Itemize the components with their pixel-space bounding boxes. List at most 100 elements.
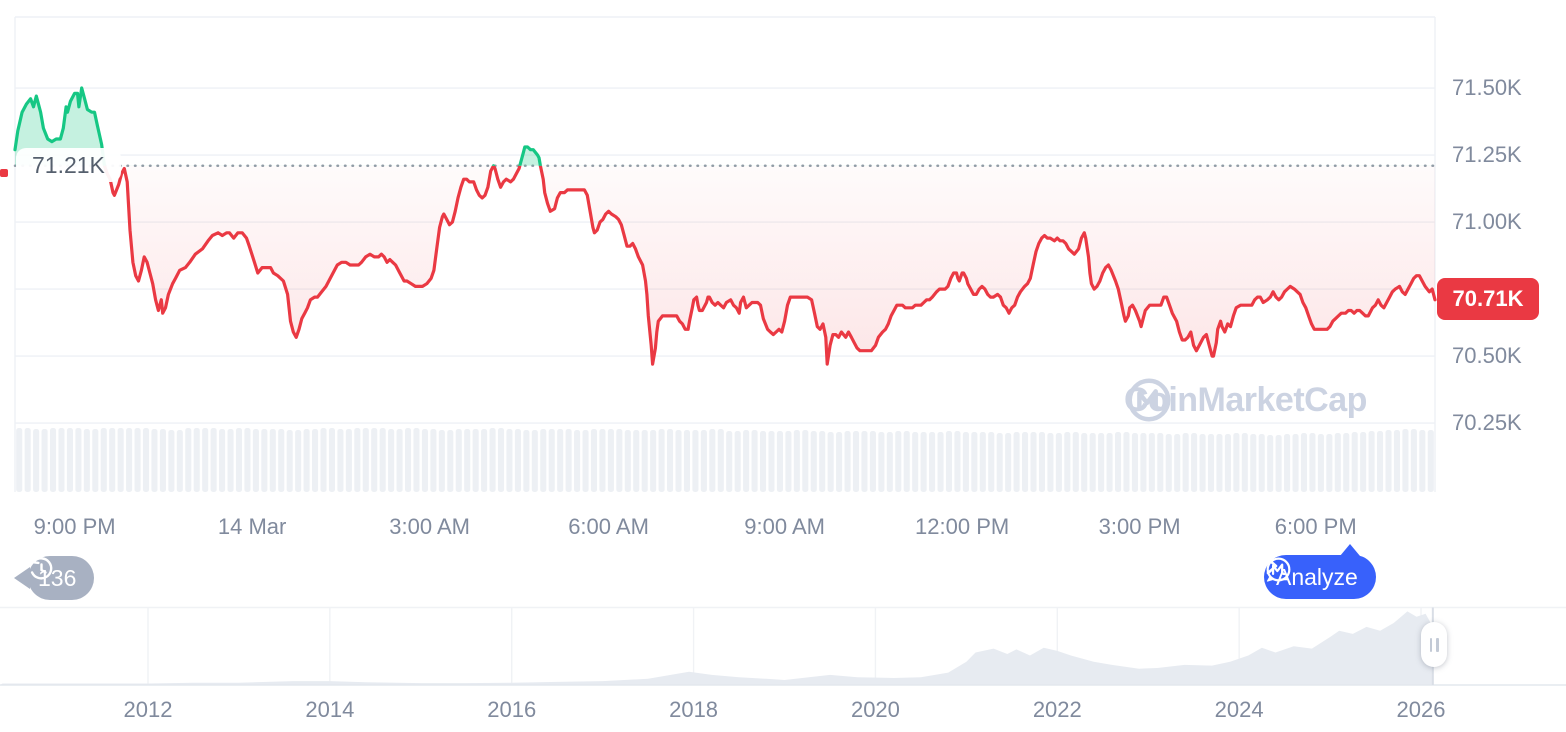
volume-bar <box>235 428 243 492</box>
volume-bar <box>557 429 564 492</box>
volume-bar <box>481 429 488 492</box>
history-badge-tail <box>14 567 30 589</box>
volume-bar <box>49 428 57 492</box>
analyze-button-tail <box>1340 544 1360 556</box>
volume-bar <box>464 429 471 492</box>
navigator-handle[interactable] <box>1421 622 1447 667</box>
volume-bar <box>996 433 1003 492</box>
volume-bar <box>1300 433 1308 492</box>
volume-bar <box>303 429 310 492</box>
volume-bar <box>1385 430 1392 492</box>
volume-bar <box>1089 433 1096 492</box>
volume-bar <box>819 431 826 492</box>
volume-bar <box>472 429 479 492</box>
volume-bar <box>793 430 800 492</box>
volume-bar <box>176 430 183 492</box>
volume-bar <box>404 428 412 492</box>
y-tick-label: 71.25K <box>1452 142 1522 168</box>
volume-bar <box>912 432 919 492</box>
volume-bar <box>945 431 953 492</box>
volume-bar <box>954 431 961 492</box>
volume-bar <box>709 429 716 492</box>
x-tick-label: 9:00 AM <box>744 514 825 539</box>
volume-bar <box>726 431 733 492</box>
volume-bar <box>1309 433 1316 492</box>
current-price-label: 70.71K <box>1452 286 1524 311</box>
volume-bar <box>607 429 614 492</box>
analyze-button[interactable]: Analyze <box>1264 544 1376 599</box>
volume-bar <box>802 430 809 492</box>
volume-bar <box>328 428 336 492</box>
nav-year-label: 2014 <box>305 697 355 722</box>
volume-bar <box>438 430 445 492</box>
x-tick-label: 6:00 PM <box>1274 514 1357 539</box>
volume-bar <box>202 428 209 492</box>
baseline-price-label: 71.21K <box>32 151 105 178</box>
volume-bar <box>447 430 454 492</box>
volume-bar <box>1182 433 1189 492</box>
volume-bar <box>126 428 133 492</box>
volume-bar <box>1216 434 1223 492</box>
volume-bar <box>185 428 192 492</box>
volume-bar <box>388 429 395 492</box>
navigator-history-area <box>0 611 1433 685</box>
volume-bar <box>759 431 767 492</box>
volume-bar <box>430 429 437 492</box>
analyze-cmc-logo-icon <box>1266 557 1291 582</box>
volume-bar <box>700 430 707 492</box>
volume-bar <box>717 429 724 492</box>
volume-bar <box>624 430 631 492</box>
area-below-baseline <box>15 165 1435 365</box>
volume-bar <box>836 432 843 492</box>
coinmarketcap-watermark: CoinMarketCap <box>1124 374 1367 426</box>
x-tick-label: 3:00 AM <box>389 514 470 539</box>
volume-bar <box>1393 430 1401 492</box>
volume-bar <box>210 428 217 492</box>
volume-bar <box>278 429 285 492</box>
volume-bar <box>1377 431 1384 492</box>
volume-bar <box>751 430 758 492</box>
volume-bar <box>616 429 623 492</box>
volume-bar <box>1334 433 1341 492</box>
volume-bar <box>117 428 124 492</box>
volume-bar <box>295 430 302 492</box>
volume-bar <box>1047 433 1054 492</box>
history-count-badge[interactable]: 136 <box>14 556 95 600</box>
volume-bar <box>1368 431 1375 492</box>
volume-bar <box>1140 433 1147 492</box>
volume-bar <box>252 429 259 492</box>
volume-bar <box>903 431 910 492</box>
volume-bar <box>1343 433 1350 492</box>
volume-bar <box>827 432 834 492</box>
x-tick-label: 12:00 PM <box>915 514 1010 539</box>
volume-bar <box>1005 433 1012 492</box>
volume-bar <box>565 429 572 492</box>
volume-bar <box>312 429 319 492</box>
volume-bar <box>878 432 885 492</box>
volume-bar <box>421 429 428 492</box>
nav-year-label: 2016 <box>487 697 537 722</box>
volume-bar <box>1191 433 1198 492</box>
volume-bar <box>159 429 166 492</box>
volume-bar <box>396 429 403 492</box>
y-tick-label: 71.50K <box>1452 75 1522 101</box>
volume-bar <box>1410 429 1417 492</box>
volume-bar <box>41 429 48 492</box>
volume-bar <box>920 432 927 492</box>
volume-bar <box>658 429 665 492</box>
nav-year-label: 2012 <box>123 697 173 722</box>
volume-bar <box>886 432 893 492</box>
volume-bar <box>1022 432 1029 492</box>
volume-bar <box>345 429 352 492</box>
volume-bar <box>861 431 868 492</box>
volume-bar <box>1081 433 1088 492</box>
volume-bar <box>379 428 386 492</box>
volume-bar <box>734 431 741 492</box>
volume-bar <box>66 428 73 492</box>
volume-bar <box>979 432 986 492</box>
price-line-down <box>102 165 1437 366</box>
volume-bar <box>92 429 99 492</box>
volume-bar <box>362 428 369 492</box>
